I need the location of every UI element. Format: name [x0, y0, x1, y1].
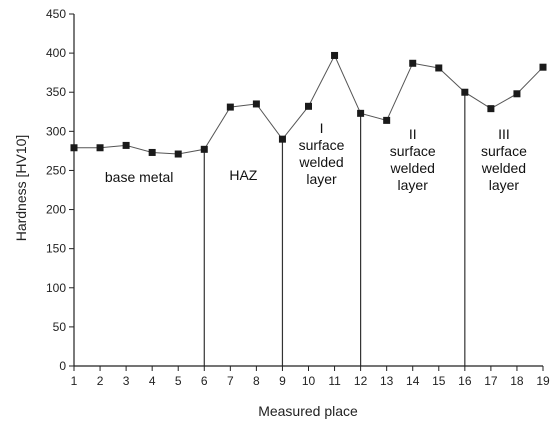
data-point-13: [383, 116, 391, 124]
x-tick-label-5: 5: [175, 374, 182, 388]
data-point-18: [513, 90, 521, 98]
x-tick-label-13: 13: [380, 374, 394, 388]
x-tick-label-4: 4: [149, 374, 156, 388]
region-label-0-line-0: base metal: [105, 169, 173, 185]
x-tick-label-6: 6: [201, 374, 208, 388]
region-label-2-line-1: surface: [299, 137, 345, 153]
region-label-4: III surface welded layer: [481, 126, 527, 193]
y-tick-label-300: 300: [46, 124, 66, 138]
x-tick-label-1: 1: [71, 374, 78, 388]
y-tick-label-100: 100: [46, 281, 66, 295]
region-label-4-line-0: III: [498, 126, 510, 142]
data-point-14: [409, 59, 417, 67]
x-tick-label-11: 11: [328, 374, 341, 388]
region-label-2-line-3: layer: [306, 171, 337, 187]
x-tick-label-2: 2: [97, 374, 104, 388]
region-label-4-line-2: welded: [481, 160, 526, 176]
data-point-7: [226, 103, 234, 111]
data-point-6: [200, 145, 208, 153]
region-label-2-line-2: welded: [298, 154, 343, 170]
x-tick-label-19: 19: [536, 374, 550, 388]
series: [70, 51, 547, 158]
region-boundary-lines: [203, 92, 466, 366]
x-tick-label-15: 15: [432, 374, 446, 388]
region-label-3-line-2: welded: [390, 160, 435, 176]
data-point-5: [174, 150, 182, 158]
x-axis-title: Measured place: [258, 403, 358, 419]
data-point-15: [435, 64, 443, 72]
x-tick-label-18: 18: [510, 374, 524, 388]
region-label-3-line-1: surface: [390, 143, 436, 159]
x-tick-label-14: 14: [406, 374, 420, 388]
data-point-12: [357, 109, 365, 117]
data-point-4: [148, 148, 156, 156]
data-point-17: [487, 105, 495, 113]
region-label-3-line-0: II: [409, 126, 417, 142]
data-point-2: [96, 144, 104, 152]
x-tick-label-17: 17: [484, 374, 498, 388]
region-label-0: base metal: [105, 169, 173, 185]
region-label-4-line-3: layer: [489, 177, 520, 193]
y-tick-label-450: 450: [46, 7, 66, 21]
x-tick-label-8: 8: [253, 374, 260, 388]
data-point-11: [331, 51, 339, 59]
y-tick-label-0: 0: [59, 359, 66, 373]
region-label-3: II surface welded layer: [390, 126, 436, 193]
x-tick-label-9: 9: [279, 374, 286, 388]
data-point-9: [278, 135, 286, 143]
data-point-16: [461, 88, 469, 96]
axes: [73, 14, 543, 367]
x-tick-label-12: 12: [354, 374, 368, 388]
x-tick-label-7: 7: [227, 374, 234, 388]
x-tick-label-10: 10: [302, 374, 316, 388]
y-tick-label-350: 350: [46, 85, 66, 99]
region-label-3-line-3: layer: [398, 177, 429, 193]
data-point-19: [539, 63, 547, 71]
y-tick-label-50: 50: [53, 320, 67, 334]
region-label-1-line-0: HAZ: [229, 167, 257, 183]
data-point-3: [122, 141, 130, 149]
y-tick-label-400: 400: [46, 46, 66, 60]
data-point-8: [252, 100, 260, 108]
x-tick-label-16: 16: [458, 374, 472, 388]
x-tick-label-3: 3: [123, 374, 130, 388]
region-label-4-line-1: surface: [481, 143, 527, 159]
y-tick-label-250: 250: [46, 163, 66, 177]
y-tick-label-150: 150: [46, 242, 66, 256]
y-tick-label-200: 200: [46, 203, 66, 217]
region-label-1: HAZ: [229, 167, 257, 183]
region-label-2-line-0: I: [320, 120, 324, 136]
y-axis-title: Hardness [HV10]: [13, 135, 29, 242]
data-point-1: [70, 144, 78, 152]
data-point-10: [305, 102, 312, 110]
